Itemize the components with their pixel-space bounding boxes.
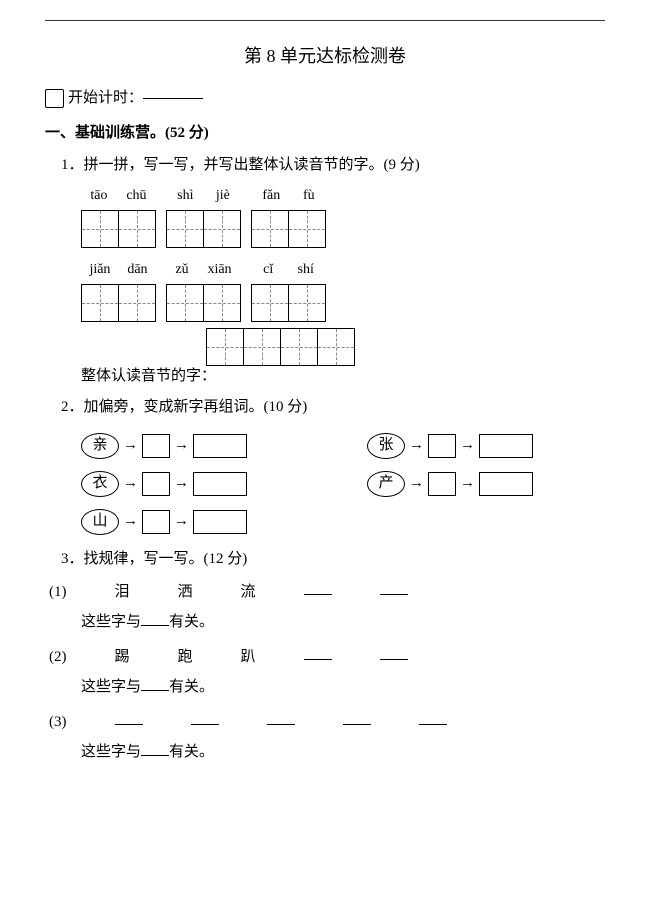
q3-char: 踢 [115, 645, 130, 671]
word-box[interactable] [193, 472, 247, 496]
new-char-box[interactable] [142, 472, 170, 496]
pinyin-label: cǐ [263, 258, 273, 282]
base-char: 产 [367, 471, 405, 497]
timer-label: 开始计时： [68, 86, 143, 112]
worksheet-page: { "title": "第 8 单元达标检测卷", "timer": { "la… [45, 0, 605, 815]
new-char-box[interactable] [428, 472, 456, 496]
q1-row2: jiǎn dān zǔ xiān cǐ shí [81, 258, 605, 322]
q2-row-3: 山 → → [81, 509, 605, 535]
arrow-icon: → [460, 471, 475, 497]
answer-blank[interactable] [141, 676, 169, 691]
q3-label: (1) [49, 580, 67, 606]
answer-blank[interactable] [141, 741, 169, 756]
pinyin-label: jiè [216, 184, 230, 208]
q3-char: 跑 [178, 645, 193, 671]
answer-blank[interactable] [343, 710, 371, 725]
q2-prompt: 2．加偏旁，变成新字再组词。(10 分) [61, 395, 605, 421]
tian-grid[interactable] [166, 284, 241, 322]
q1-whole-label: 整体认读音节的字： [81, 364, 605, 390]
base-char: 衣 [81, 471, 119, 497]
arrow-icon: → [460, 433, 475, 459]
pinyin-label: tāo [90, 184, 107, 208]
q3-sub3-row: (3) [49, 710, 605, 736]
answer-blank[interactable] [304, 580, 332, 595]
arrow-icon: → [123, 471, 138, 497]
answer-blank[interactable] [419, 710, 447, 725]
timer-row: 开始计时： [45, 86, 605, 112]
word-box[interactable] [193, 434, 247, 458]
tian-grid[interactable] [251, 284, 326, 322]
pinyin-label: shì [177, 184, 193, 208]
page-title: 第 8 单元达标检测卷 [45, 41, 605, 72]
q3-sub1-rel: 这些字与有关。 [81, 610, 605, 636]
arrow-icon: → [174, 471, 189, 497]
arrow-icon: → [174, 509, 189, 535]
new-char-box[interactable] [142, 434, 170, 458]
tian-grid[interactable] [81, 284, 156, 322]
tian-grid[interactable] [251, 210, 326, 248]
section-1-heading: 一、基础训练营。(52 分) [45, 121, 605, 147]
arrow-icon: → [123, 509, 138, 535]
arrow-icon: → [409, 433, 424, 459]
pinyin-label: xiān [207, 258, 231, 282]
arrow-icon: → [409, 471, 424, 497]
q3-sub2-rel: 这些字与有关。 [81, 675, 605, 701]
answer-blank[interactable] [267, 710, 295, 725]
tian-grid[interactable] [81, 210, 156, 248]
timer-icon [45, 89, 64, 108]
pinyin-label: zǔ [175, 258, 188, 282]
answer-blank[interactable] [115, 710, 143, 725]
answer-blank[interactable] [304, 645, 332, 660]
word-box[interactable] [193, 510, 247, 534]
new-char-box[interactable] [142, 510, 170, 534]
q3-sub3-rel: 这些字与有关。 [81, 740, 605, 766]
q1-row1: tāo chū shì jiè fǎn fù [81, 184, 605, 248]
pinyin-label: dān [127, 258, 147, 282]
pinyin-label: chū [126, 184, 146, 208]
q3-sub2-row: (2) 踢 跑 趴 [49, 645, 605, 671]
q3-sub1-row: (1) 泪 洒 流 [49, 580, 605, 606]
tian-grid[interactable] [166, 210, 241, 248]
q1-prompt: 1．拼一拼，写一写，并写出整体认读音节的字。(9 分) [61, 153, 605, 179]
base-char: 山 [81, 509, 119, 535]
q3-prompt: 3．找规律，写一写。(12 分) [61, 547, 605, 573]
answer-blank[interactable] [380, 580, 408, 595]
top-rule [45, 20, 605, 21]
word-box[interactable] [479, 434, 533, 458]
new-char-box[interactable] [428, 434, 456, 458]
q3-char: 趴 [241, 645, 256, 671]
pinyin-label: jiǎn [89, 258, 110, 282]
answer-blank[interactable] [380, 645, 408, 660]
q3-char: 洒 [178, 580, 193, 606]
q3-label: (2) [49, 645, 67, 671]
word-box[interactable] [479, 472, 533, 496]
pinyin-label: fǎn [262, 184, 280, 208]
q3-char: 泪 [115, 580, 130, 606]
q3-label: (3) [49, 710, 67, 736]
answer-blank[interactable] [191, 710, 219, 725]
timer-blank[interactable] [143, 98, 203, 99]
pinyin-label: fù [303, 184, 315, 208]
arrow-icon: → [174, 433, 189, 459]
arrow-icon: → [123, 433, 138, 459]
q3-char: 流 [241, 580, 256, 606]
answer-blank[interactable] [141, 611, 169, 626]
q2-row-1: 亲 → → 张 → → [81, 433, 605, 459]
tian-grid-whole[interactable] [206, 328, 355, 366]
q1-whole-row [81, 328, 605, 366]
pinyin-label: shí [298, 258, 314, 282]
base-char: 亲 [81, 433, 119, 459]
q2-row-2: 衣 → → 产 → → [81, 471, 605, 497]
base-char: 张 [367, 433, 405, 459]
